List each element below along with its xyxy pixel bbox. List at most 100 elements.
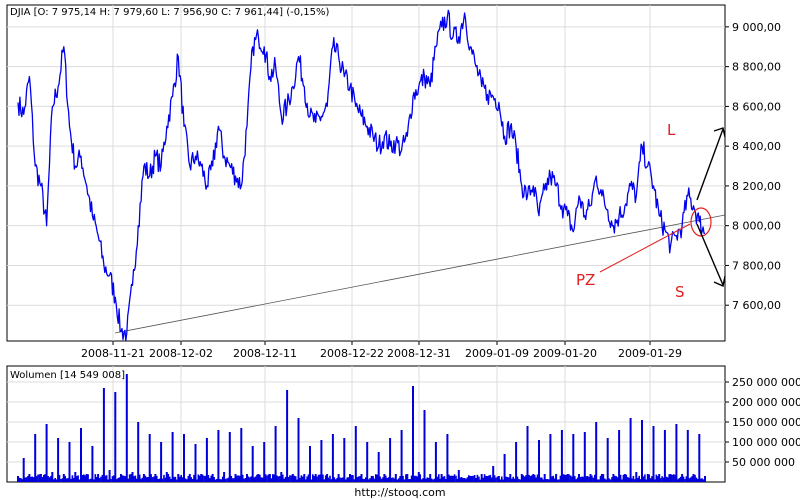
volume-bar-minor [596, 479, 599, 482]
volume-bar-minor [290, 475, 293, 482]
volume-bar-minor [689, 477, 692, 482]
volume-bar [257, 474, 260, 482]
volume-bar-minor [50, 476, 52, 482]
volume-bar-minor [519, 479, 522, 482]
volume-bar-minor [615, 476, 618, 482]
volume-bar-minor [233, 478, 235, 482]
volume-bar [446, 434, 449, 482]
volume-bar-minor [657, 476, 659, 482]
volume-bar [452, 476, 455, 482]
volume-bar-minor [362, 478, 364, 482]
volume-bar-minor [128, 474, 131, 482]
volume-bar [641, 420, 643, 482]
volume-bar-minor [197, 474, 200, 482]
volume-bar-minor [386, 478, 389, 482]
volume-bar-minor [585, 476, 587, 482]
volume-bar-minor [513, 478, 516, 482]
volume-bar [331, 434, 334, 482]
volume-bar-minor [25, 477, 28, 482]
volume-bar [389, 438, 392, 482]
volume-bar-minor [694, 474, 696, 482]
volume-bar-minor [482, 477, 484, 482]
arrow-up-line [696, 128, 724, 201]
price-title: DJIA [O: 7 975,14 H: 7 979,60 L: 7 956,9… [10, 7, 329, 18]
volume-bar-minor [465, 478, 467, 482]
volume-bar [549, 434, 552, 482]
volume-bar-minor [697, 479, 699, 482]
volume-bar-minor [100, 476, 102, 482]
volume-bar [589, 474, 592, 482]
volume-bar [274, 426, 277, 482]
volume-bar [108, 470, 111, 482]
volume-bar-minor [124, 476, 127, 482]
volume-bar-minor [333, 477, 336, 482]
volume-bar [486, 476, 489, 482]
volume-bar-minor [556, 479, 559, 482]
volume-bar-minor [193, 474, 195, 482]
volume-bar [68, 442, 71, 482]
volume-bar-minor [420, 479, 423, 482]
volume-bar-minor [170, 478, 172, 482]
volume-bar-minor [83, 474, 85, 482]
volume-bar-minor [611, 477, 613, 482]
volume-bar [337, 474, 340, 482]
volume-bar [97, 474, 100, 482]
volume-bar-minor [249, 477, 251, 482]
volume-bar-minor [313, 475, 316, 482]
volume-bar [263, 442, 266, 482]
volume-bar [606, 438, 609, 482]
volume-bar-minor [439, 478, 441, 482]
volume-bar-minor [695, 477, 698, 482]
volume-bar-minor [485, 475, 487, 482]
volume-bar-minor [299, 477, 301, 482]
volume-bar [383, 474, 386, 482]
volume-bar-minor [505, 476, 507, 482]
volume-bar-minor [196, 479, 198, 482]
volume-bar-minor [535, 477, 537, 482]
volume-bar-minor [375, 474, 377, 482]
volume-bar-minor [221, 476, 224, 482]
volume-bar-minor [671, 475, 673, 482]
price-y-tick-label: 8 600,00 [732, 100, 781, 113]
volume-bar [492, 466, 495, 482]
volume-bar-minor [551, 476, 553, 482]
volume-bar-minor [174, 476, 177, 482]
price-y-tick-label: 7 800,00 [732, 259, 781, 272]
volume-bar-minor [226, 478, 228, 482]
volume-bar [45, 424, 48, 482]
volume-bar [526, 426, 529, 482]
volume-bar-minor [244, 478, 247, 482]
volume-bar-minor [350, 475, 353, 482]
volume-bar-minor [220, 479, 222, 482]
volume-bar-minor [267, 474, 270, 482]
volume-bar-minor [227, 477, 230, 482]
volume-bar-minor [273, 474, 275, 482]
volume-bar-minor [665, 476, 668, 482]
volume-bar-minor [499, 479, 502, 482]
volume-bar [412, 386, 414, 482]
volume-bar [251, 446, 254, 482]
volume-bar-minor [490, 477, 493, 482]
volume-bar-minor [479, 479, 482, 482]
volume-bar-minor [563, 474, 566, 482]
volume-bar [681, 474, 684, 482]
footer-url[interactable]: http://stooq.com [354, 486, 445, 499]
volume-bar-minor [117, 478, 119, 482]
volume-bar-minor [365, 477, 367, 482]
volume-bar [400, 430, 403, 482]
volume-bar-minor [536, 474, 539, 482]
volume-bar-minor [502, 479, 504, 482]
volume-bar-minor [508, 477, 510, 482]
volume-bar-minor [353, 479, 356, 482]
breakout-circle-marker [690, 207, 712, 237]
volume-bar-minor [702, 479, 705, 482]
volume-bar-minor [77, 475, 79, 482]
volume-bar-minor [180, 475, 182, 482]
volume-bar-minor [516, 476, 519, 482]
volume-bar [62, 474, 65, 482]
volume-bar-minor [609, 479, 612, 482]
volume-bar [360, 474, 363, 482]
volume-bar-minor [118, 477, 121, 482]
price-x-tick-label: 2008-12-11 [233, 347, 297, 360]
volume-bar-minor [47, 476, 49, 482]
